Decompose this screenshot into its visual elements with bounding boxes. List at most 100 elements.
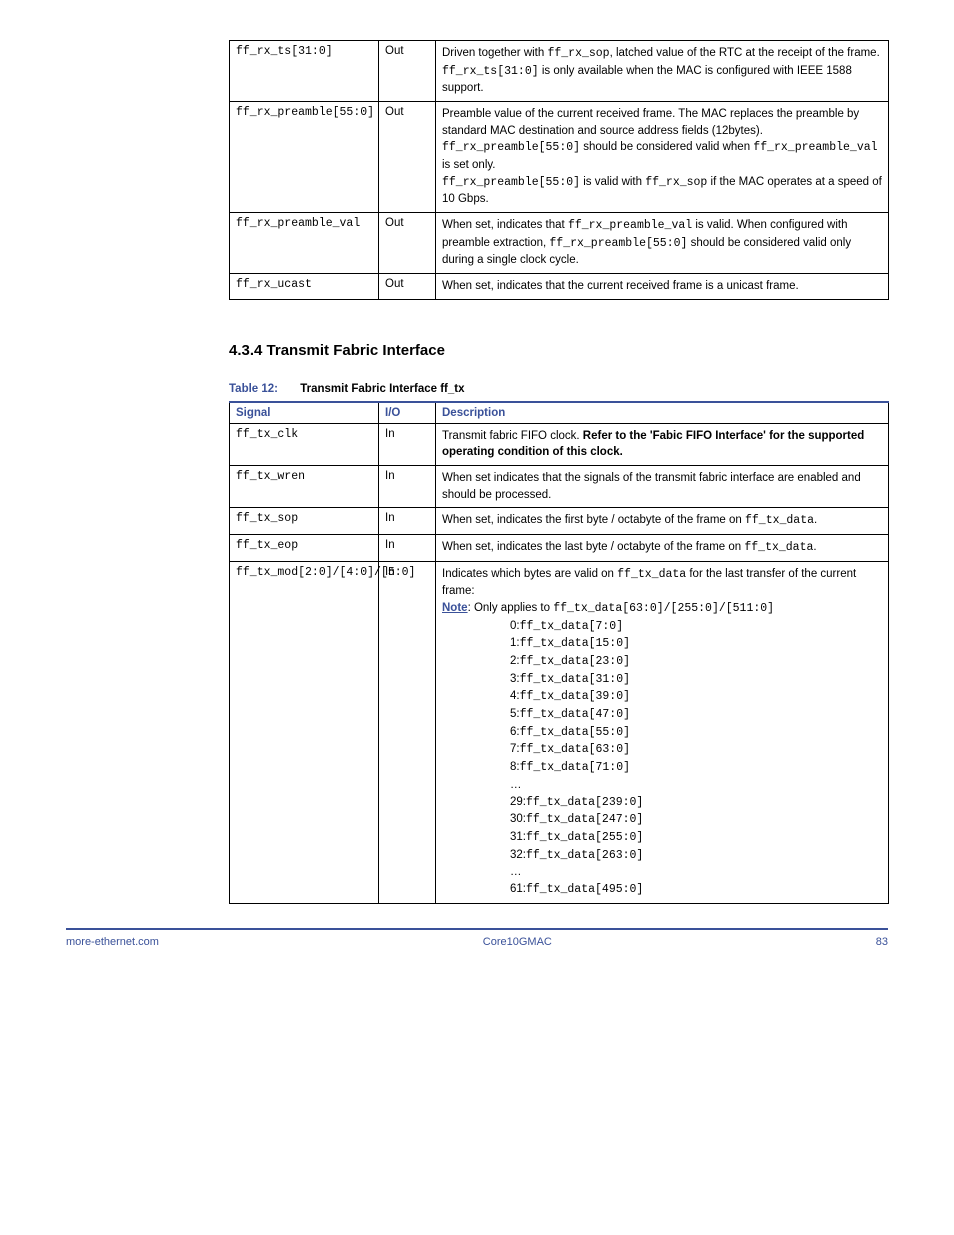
table-row: ff_rx_preamble[55:0] Out Preamble value … bbox=[230, 102, 889, 213]
mod-value-line: 2: ff_tx_data[23:0] bbox=[442, 653, 882, 671]
mod-index: 61: bbox=[442, 881, 526, 898]
signal-ref: ff_tx_data[47:0] bbox=[520, 708, 630, 721]
mod-index: 0: bbox=[442, 618, 520, 635]
desc-text: Preamble value of the current received f… bbox=[442, 108, 859, 137]
signal-ref: ff_rx_preamble[55:0] bbox=[442, 141, 580, 154]
mod-value-line: 32: ff_tx_data[263:0] bbox=[442, 847, 882, 865]
mod-value-line: 4: ff_tx_data[39:0] bbox=[442, 688, 882, 706]
signal-cell: ff_tx_wren bbox=[230, 466, 379, 508]
mod-index: 31: bbox=[442, 829, 526, 846]
ellipsis: … bbox=[442, 777, 522, 794]
signal-ref: ff_tx_data[71:0] bbox=[520, 761, 630, 774]
desc-text: Driven together with bbox=[442, 47, 547, 59]
table-header-row: Signal I/O Description bbox=[230, 402, 889, 424]
mod-value-line: 30: ff_tx_data[247:0] bbox=[442, 811, 882, 829]
dir-cell: Out bbox=[379, 274, 436, 300]
signal-ref: ff_tx_data[63:0]/[255:0]/[511:0] bbox=[553, 602, 774, 615]
signal-ref: ff_rx_preamble[55:0] bbox=[549, 237, 687, 250]
mod-value-line: 3: ff_tx_data[31:0] bbox=[442, 671, 882, 689]
table-label: Table 12: bbox=[229, 383, 278, 395]
signal-ref: ff_tx_data bbox=[744, 541, 813, 554]
dir-cell: Out bbox=[379, 213, 436, 274]
mod-index: 30: bbox=[442, 811, 526, 828]
desc-cell: When set indicates that the signals of t… bbox=[436, 466, 889, 508]
signal-ref: ff_tx_data[263:0] bbox=[526, 849, 643, 862]
desc-cell: When set, indicates that ff_rx_preamble_… bbox=[436, 213, 889, 274]
signal-ref: ff_tx_data[55:0] bbox=[520, 726, 630, 739]
footer-right: 83 bbox=[876, 936, 888, 948]
desc-text: When set, indicates that bbox=[442, 219, 568, 231]
signal-ref: ff_tx_data[255:0] bbox=[526, 831, 643, 844]
desc-text: is set only. bbox=[442, 159, 495, 171]
desc-text: . bbox=[813, 541, 816, 553]
mod-index: 6: bbox=[442, 724, 520, 741]
desc-cell: Driven together with ff_rx_sop, latched … bbox=[436, 41, 889, 102]
page-footer: more-ethernet.com Core10GMAC 83 bbox=[66, 936, 888, 948]
dir-cell: In bbox=[379, 535, 436, 562]
desc-cell: Indicates which bytes are valid on ff_tx… bbox=[436, 561, 889, 903]
signal-ref: ff_tx_data[63:0] bbox=[520, 743, 630, 756]
dir-cell: In bbox=[379, 423, 436, 465]
page-container: ff_rx_ts[31:0] Out Driven together with … bbox=[0, 0, 954, 978]
signal-cell: ff_rx_ts[31:0] bbox=[230, 41, 379, 102]
mod-index: 8: bbox=[442, 759, 520, 776]
section-heading-block: 4.3.4 Transmit Fabric Interface Table 12… bbox=[229, 342, 888, 397]
col-io: I/O bbox=[379, 402, 436, 424]
mod-index: 5: bbox=[442, 706, 520, 723]
signal-cell: ff_tx_sop bbox=[230, 508, 379, 535]
table-caption: Table 12: Transmit Fabric Interface ff_t… bbox=[229, 379, 888, 397]
table-row: ff_rx_preamble_val Out When set, indicat… bbox=[230, 213, 889, 274]
table-title: Transmit Fabric Interface ff_tx bbox=[300, 383, 464, 395]
desc-text: Transmit fabric FIFO clock. bbox=[442, 430, 580, 442]
mod-value-line: 31: ff_tx_data[255:0] bbox=[442, 829, 882, 847]
signal-ref: ff_tx_data bbox=[745, 514, 814, 527]
mod-value-line: 5: ff_tx_data[47:0] bbox=[442, 706, 882, 724]
mod-value-line: 1: ff_tx_data[15:0] bbox=[442, 635, 882, 653]
signal-ref: ff_tx_data[247:0] bbox=[526, 813, 643, 826]
signal-cell: ff_rx_preamble_val bbox=[230, 213, 379, 274]
table-row: ff_rx_ucast Out When set, indicates that… bbox=[230, 274, 889, 300]
signal-ref: ff_tx_data[23:0] bbox=[520, 655, 630, 668]
footer-center: Core10GMAC bbox=[483, 936, 552, 948]
signal-cell: ff_tx_clk bbox=[230, 423, 379, 465]
mod-value-list-512: 61: ff_tx_data[495:0] bbox=[442, 881, 882, 899]
tx-fabric-table: Signal I/O Description ff_tx_clk In Tran… bbox=[229, 401, 889, 904]
mod-index: 3: bbox=[442, 671, 520, 688]
footer-rule bbox=[66, 928, 888, 930]
signal-ref: ff_rx_sop bbox=[645, 176, 707, 189]
mod-index: 2: bbox=[442, 653, 520, 670]
mod-index: 7: bbox=[442, 741, 520, 758]
signal-ref: ff_rx_preamble_val bbox=[568, 219, 692, 232]
dir-cell: In bbox=[379, 561, 436, 903]
mod-value-list-256: 29: ff_tx_data[239:0]30: ff_tx_data[247:… bbox=[442, 794, 882, 865]
mod-value-line: 7: ff_tx_data[63:0] bbox=[442, 741, 882, 759]
desc-text: . bbox=[814, 514, 817, 526]
mod-value-line: 29: ff_tx_data[239:0] bbox=[442, 794, 882, 812]
signal-ref: ff_tx_data[239:0] bbox=[526, 796, 643, 809]
desc-text: , latched value of the RTC at the receip… bbox=[610, 47, 880, 59]
mod-index: 29: bbox=[442, 794, 526, 811]
dir-cell: Out bbox=[379, 41, 436, 102]
signal-ref: ff_tx_data[7:0] bbox=[520, 620, 624, 633]
table-row: ff_tx_sop In When set, indicates the fir… bbox=[230, 508, 889, 535]
signal-cell: ff_rx_preamble[55:0] bbox=[230, 102, 379, 213]
note-label: Note bbox=[442, 602, 468, 614]
desc-text: When set, indicates the last byte / octa… bbox=[442, 541, 744, 553]
desc-text: Indicates which bytes are valid on bbox=[442, 568, 617, 580]
desc-cell: When set, indicates the first byte / oct… bbox=[436, 508, 889, 535]
mod-value-line: 6: ff_tx_data[55:0] bbox=[442, 724, 882, 742]
mod-index: 32: bbox=[442, 847, 526, 864]
signal-cell: ff_rx_ucast bbox=[230, 274, 379, 300]
dir-cell: Out bbox=[379, 102, 436, 213]
signal-ref: ff_tx_data bbox=[617, 568, 686, 581]
dir-cell: In bbox=[379, 508, 436, 535]
desc-cell: When set, indicates that the current rec… bbox=[436, 274, 889, 300]
col-signal: Signal bbox=[230, 402, 379, 424]
signal-cell: ff_tx_eop bbox=[230, 535, 379, 562]
footer-left: more-ethernet.com bbox=[66, 936, 159, 948]
signal-ref: ff_rx_sop bbox=[547, 47, 609, 60]
col-desc: Description bbox=[436, 402, 889, 424]
section-heading: 4.3.4 Transmit Fabric Interface bbox=[229, 342, 888, 359]
ellipsis: … bbox=[442, 864, 522, 881]
desc-cell: Transmit fabric FIFO clock. Refer to the… bbox=[436, 423, 889, 465]
